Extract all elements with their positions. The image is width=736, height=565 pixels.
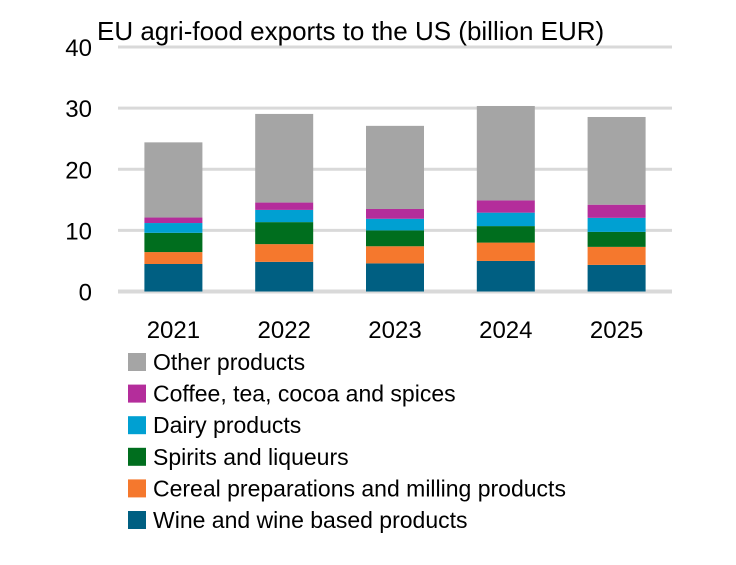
y-tick-label: 30 [65, 96, 92, 123]
bar-segment [255, 222, 314, 245]
x-tick-label: 2022 [258, 317, 311, 344]
bar-segment [366, 263, 424, 292]
legend-swatch [128, 416, 146, 435]
bar-segment [476, 260, 535, 292]
y-tick-label: 10 [65, 218, 92, 245]
bar-segment [476, 200, 535, 213]
bar-segment [587, 116, 646, 205]
bar-segment [476, 105, 535, 201]
bar-segment [476, 212, 535, 227]
legend-label: Dairy products [153, 412, 301, 438]
legend-swatch [128, 447, 146, 466]
bar-segment [144, 252, 203, 264]
bar-segment [255, 202, 314, 210]
legend-swatch [128, 511, 146, 529]
bars [144, 105, 646, 292]
bar-segment [476, 242, 535, 261]
legend-label: Coffee, tea, cocoa and spices [153, 381, 456, 407]
bar-segment [144, 263, 203, 292]
y-tick-label: 20 [65, 157, 92, 184]
x-tick-label: 2023 [368, 317, 421, 344]
bar-segment [587, 264, 646, 292]
bar-segment [366, 125, 424, 209]
legend-label: Spirits and liqueurs [153, 444, 349, 470]
bar-segment [587, 217, 646, 232]
bar-segment [144, 223, 203, 233]
bar-segment [255, 261, 314, 292]
y-tick-label: 40 [65, 35, 92, 62]
legend-label: Cereal preparations and milling products [153, 475, 566, 501]
x-axis-ticks: 2021 2022 2023 2024 2025 [147, 317, 644, 344]
bar-segment [476, 226, 535, 243]
bar-segment [587, 231, 646, 247]
bar-segment [144, 217, 203, 224]
legend: Other products Coffee, tea, cocoa and spi… [128, 349, 566, 533]
y-axis-ticks: 0 10 20 30 40 [65, 35, 92, 307]
legend-label: Other products [153, 349, 305, 375]
x-tick-label: 2021 [147, 317, 200, 344]
y-tick-label: 0 [79, 280, 92, 307]
bar-segment [366, 246, 424, 264]
legend-label: Wine and wine based products [153, 507, 468, 533]
bar-segment [255, 209, 314, 223]
bar-segment [366, 230, 424, 247]
legend-swatch [128, 384, 146, 403]
chart-title: EU agri-food exports to the US (billion … [97, 16, 604, 46]
legend-swatch [128, 479, 146, 498]
bar-segment [587, 204, 646, 218]
bar-segment [144, 232, 203, 253]
bar-segment [255, 113, 314, 203]
bar-segment [366, 218, 424, 231]
bar-segment [255, 244, 314, 262]
bar-segment [587, 246, 646, 265]
bar-segment [144, 142, 203, 218]
x-tick-label: 2024 [479, 317, 532, 344]
x-tick-label: 2025 [590, 317, 643, 344]
legend-swatch [128, 353, 146, 371]
bar-segment [366, 208, 424, 219]
